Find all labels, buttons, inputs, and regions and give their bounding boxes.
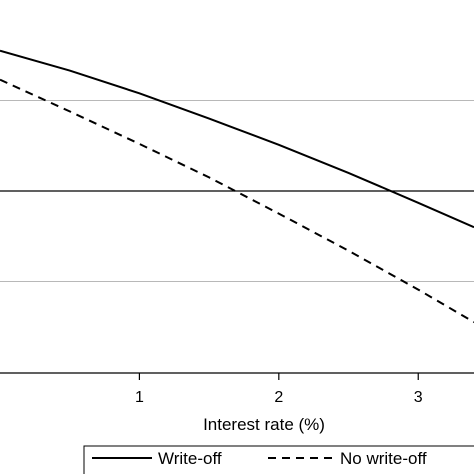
- x-axis: 1 2 3: [0, 372, 474, 406]
- x-tick-label: 2: [274, 389, 283, 406]
- x-axis-label: Interest rate (%): [203, 415, 325, 434]
- series-line-no-write-off: [0, 78, 474, 324]
- gridlines: [0, 99, 474, 283]
- x-tick-label: 1: [135, 389, 144, 406]
- x-tick-label: 3: [414, 389, 423, 406]
- legend-box: [83, 445, 474, 474]
- legend-label: Write-off: [158, 449, 222, 468]
- series-lines: [0, 49, 474, 324]
- legend: Write-off No write-off: [83, 445, 474, 474]
- legend-label: No write-off: [340, 449, 427, 468]
- series-line-write-off: [0, 49, 474, 229]
